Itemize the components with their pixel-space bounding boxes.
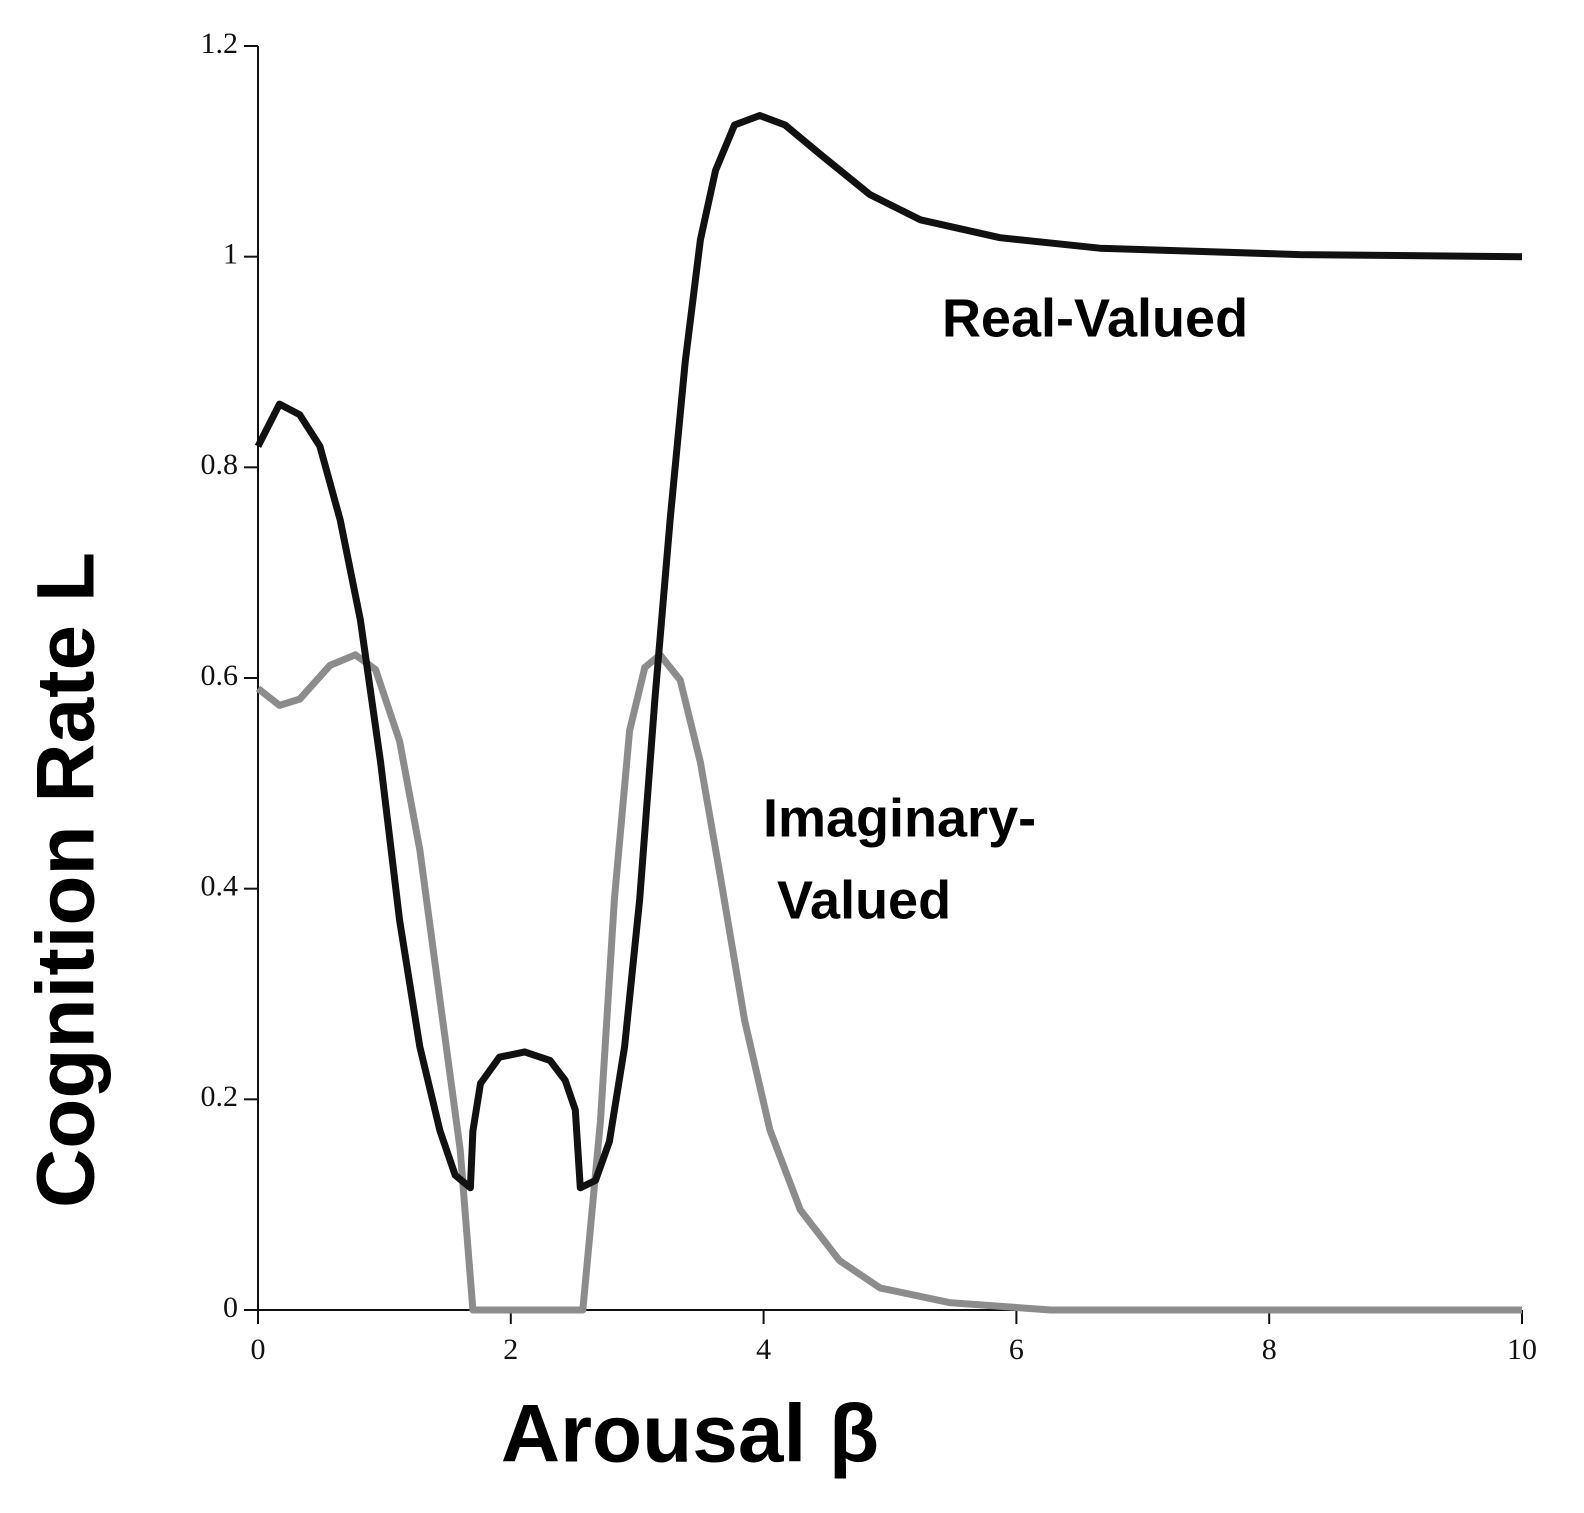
annotation: Imaginary- xyxy=(763,788,1036,848)
annotation: Real-Valued xyxy=(942,288,1248,348)
y-axis-title: Cognition Rate L xyxy=(21,552,112,1208)
y-tick-label: 1 xyxy=(223,238,238,271)
y-tick-label: 1.2 xyxy=(201,27,239,60)
x-tick-label: 0 xyxy=(251,1333,266,1366)
y-tick-label: 0.8 xyxy=(201,448,239,481)
line-series xyxy=(254,112,1523,1192)
x-tick-label: 10 xyxy=(1507,1333,1537,1366)
y-tick-label: 0.6 xyxy=(201,659,239,692)
x-tick-label: 4 xyxy=(756,1333,771,1366)
annotation: Valued xyxy=(777,870,951,930)
y-tick-label: 0.2 xyxy=(201,1080,239,1113)
line-series xyxy=(255,651,1522,1314)
x-axis-title: Arousal β xyxy=(501,1389,879,1480)
y-tick-label: 0 xyxy=(223,1291,238,1324)
x-tick-label: 2 xyxy=(503,1333,518,1366)
y-tick-label: 0.4 xyxy=(201,870,239,903)
x-tick-label: 6 xyxy=(1009,1333,1024,1366)
x-tick-label: 8 xyxy=(1262,1333,1277,1366)
